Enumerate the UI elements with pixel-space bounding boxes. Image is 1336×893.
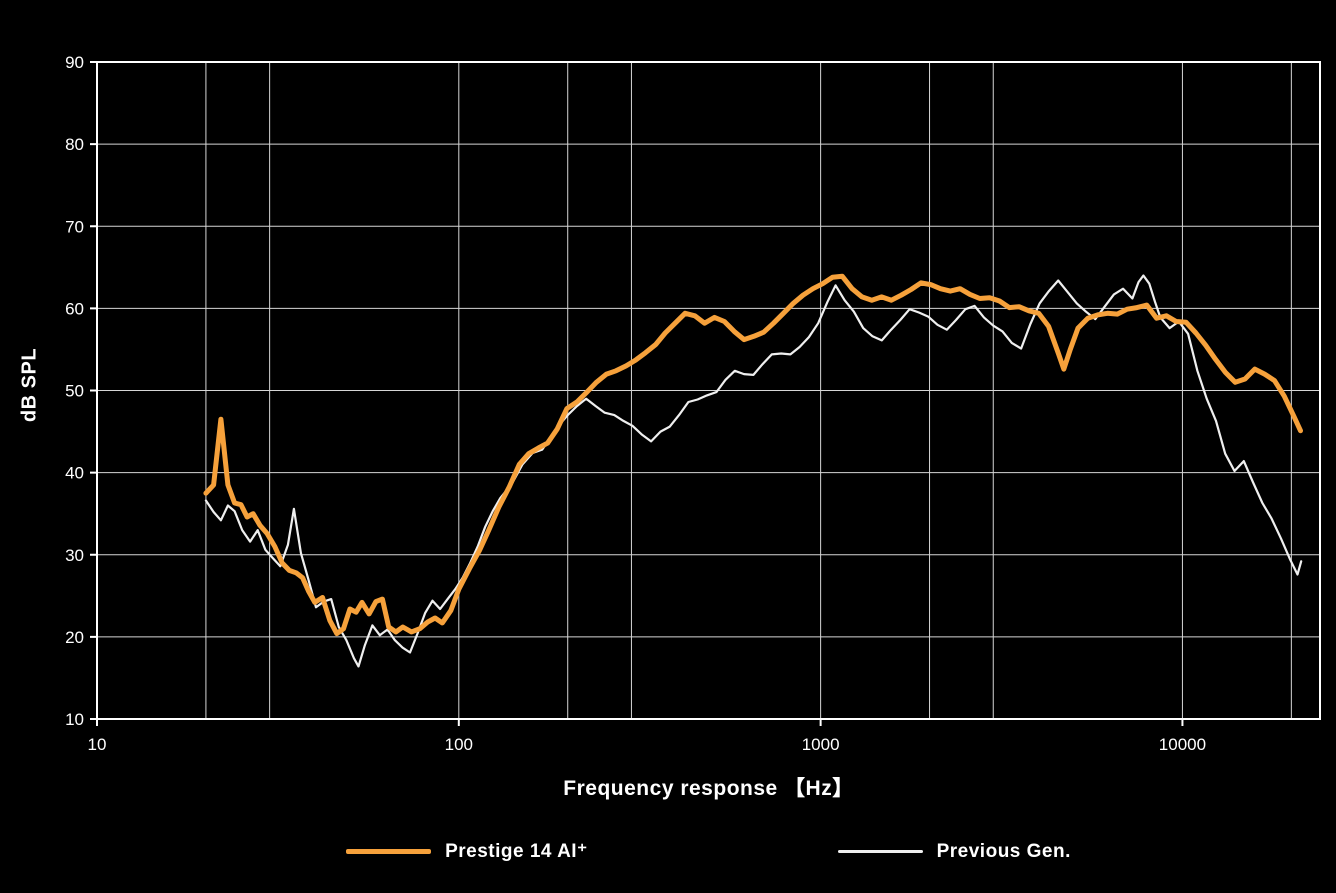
x-tick-label: 10000 [1159,735,1206,754]
y-tick-label: 80 [65,135,84,154]
y-tick-label: 10 [65,710,84,729]
legend-item-previous: Previous Gen. [837,840,1071,863]
y-tick-label: 40 [65,464,84,483]
series-line-previous [204,274,1303,668]
y-tick-label: 90 [65,53,84,72]
legend-item-prestige: Prestige 14 AI⁺ [346,840,588,863]
x-tick-label: 100 [445,735,473,754]
y-tick-label: 30 [65,546,84,565]
x-tick-label: 1000 [802,735,840,754]
series-line-prestige [203,273,1303,637]
y-axis-label: dB SPL [18,347,41,423]
y-tick-label: 60 [65,299,84,318]
y-tick-label: 50 [65,382,84,401]
y-tick-label: 20 [65,628,84,647]
previous-line-swatch-icon [837,850,923,853]
y-tick-label: 70 [65,217,84,236]
x-tick-label: 10 [88,735,107,754]
previous-legend-label: Previous Gen. [936,840,1071,862]
prestige-line-swatch-icon [346,849,432,854]
x-axis-label: Frequency response 【Hz】 [563,777,854,800]
prestige-legend-label: Prestige 14 AI⁺ [445,841,588,862]
legend: Prestige 14 AI⁺ Previous Gen. [97,840,1320,863]
